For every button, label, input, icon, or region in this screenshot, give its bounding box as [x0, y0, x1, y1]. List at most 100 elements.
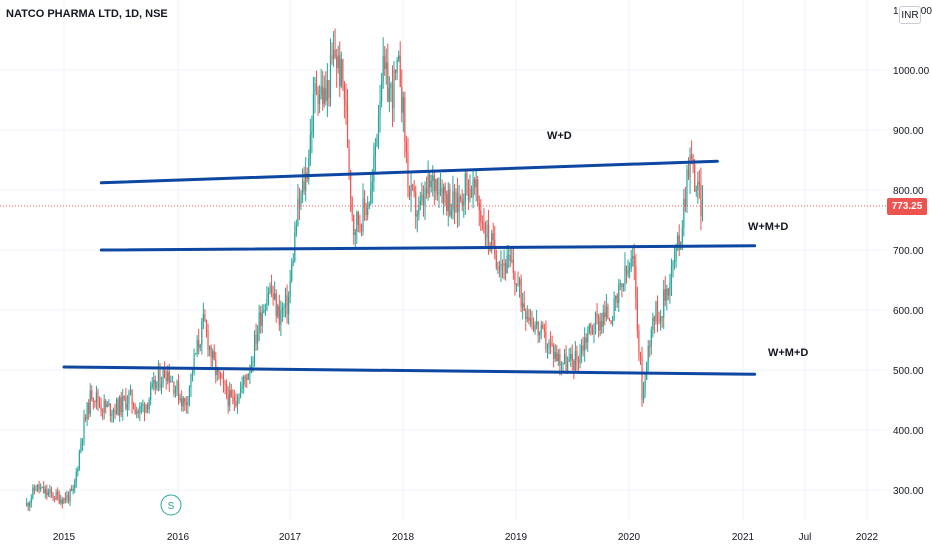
candle-body: [701, 199, 704, 217]
candle-body: [570, 354, 572, 359]
candle-body: [553, 345, 555, 359]
candle-body: [67, 494, 70, 501]
x-tick-label: 2019: [505, 532, 528, 543]
candle-body: [619, 283, 621, 286]
candle-body: [235, 401, 237, 406]
candle-body: [464, 173, 466, 202]
candle-body: [230, 390, 232, 398]
split-marker-circle[interactable]: [160, 494, 182, 516]
candle-body: [280, 311, 282, 325]
candle-body: [687, 169, 690, 178]
candle-body: [185, 402, 187, 406]
candle-body: [222, 378, 225, 384]
candle-body: [174, 389, 177, 394]
candle-body: [605, 306, 607, 318]
candle-body: [686, 169, 688, 207]
candle-body: [117, 399, 119, 416]
trendline: [62, 365, 757, 376]
candle-body: [337, 55, 339, 68]
candle-body: [207, 330, 209, 350]
candle-body: [342, 59, 344, 83]
candle-body: [188, 387, 191, 402]
candle-body: [354, 232, 356, 235]
candle-body: [663, 289, 665, 318]
currency-button[interactable]: INR: [899, 6, 921, 24]
candle-body: [531, 318, 533, 326]
candle-body: [374, 145, 377, 156]
candle-body: [362, 198, 364, 232]
candle-body: [559, 353, 561, 366]
candle-body: [103, 400, 105, 413]
candle-body: [64, 498, 67, 501]
candle-body: [126, 403, 129, 409]
price-axis[interactable]: 300.00 400.00 500.00 600.00 700.00 800.00 900.…: [893, 6, 932, 497]
candle-body: [216, 367, 218, 375]
candle-body: [36, 484, 39, 491]
candle-body: [579, 354, 581, 364]
split-marker[interactable]: S: [160, 494, 182, 516]
candle-body: [177, 381, 180, 401]
candle-body: [439, 188, 442, 193]
candle-body: [94, 401, 96, 403]
candle-body: [681, 227, 683, 242]
candle-body: [512, 259, 514, 273]
trendline: [99, 159, 719, 185]
candle-body: [351, 197, 353, 215]
candle-body: [360, 224, 363, 232]
candle-body: [60, 499, 62, 504]
candle-body: [511, 259, 513, 261]
candle-body: [683, 198, 685, 228]
candle-body: [602, 312, 604, 327]
candle-body: [193, 354, 195, 373]
candle-body: [153, 379, 155, 384]
candle-body: [540, 324, 542, 333]
candle-body: [210, 346, 212, 358]
candle-body: [503, 263, 505, 266]
candle-body: [283, 306, 285, 309]
candle-body: [381, 82, 383, 102]
candle-body: [563, 354, 566, 364]
candle-body: [294, 233, 296, 262]
candle-body: [545, 331, 547, 349]
trendline: [99, 244, 757, 252]
candle-body: [44, 489, 46, 494]
candle-body: [388, 87, 390, 102]
candle-body: [275, 293, 277, 317]
candle-body: [402, 97, 404, 113]
candle-body: [112, 409, 115, 415]
candle-body: [517, 283, 519, 286]
candle-body: [111, 414, 113, 416]
candle-body: [326, 80, 328, 101]
candle-body: [587, 333, 589, 343]
annotation-group: W+D W+M+D W+M+D: [547, 130, 808, 359]
candle-body: [596, 313, 598, 317]
candle-body: [627, 269, 629, 275]
candle-body: [622, 284, 625, 287]
candle-body: [598, 316, 600, 331]
time-axis[interactable]: 2015 2016 2017 2018 2019 2020 2021 Jul 2022: [53, 532, 879, 543]
candle-body: [450, 209, 452, 216]
candle-body: [446, 194, 448, 212]
candle-body: [678, 235, 680, 250]
candle-body: [91, 390, 93, 399]
candle-body: [253, 334, 256, 362]
candle-body: [661, 316, 663, 318]
candle-body: [684, 198, 687, 207]
candle-body: [33, 487, 36, 491]
candle-body: [399, 55, 401, 88]
candle-body: [244, 376, 246, 378]
candle-body: [416, 214, 418, 217]
candle-body: [319, 94, 321, 104]
candle-body: [401, 87, 403, 113]
candle-body: [594, 313, 597, 333]
y-tick-label: 500.00: [893, 366, 924, 377]
candle-body: [86, 402, 88, 420]
candle-body: [108, 403, 110, 405]
candle-body: [43, 486, 45, 494]
candle-body: [573, 360, 575, 371]
candle-body: [267, 292, 270, 299]
candle-body: [577, 359, 580, 364]
candle-body: [291, 263, 293, 281]
candle-body: [53, 498, 56, 500]
